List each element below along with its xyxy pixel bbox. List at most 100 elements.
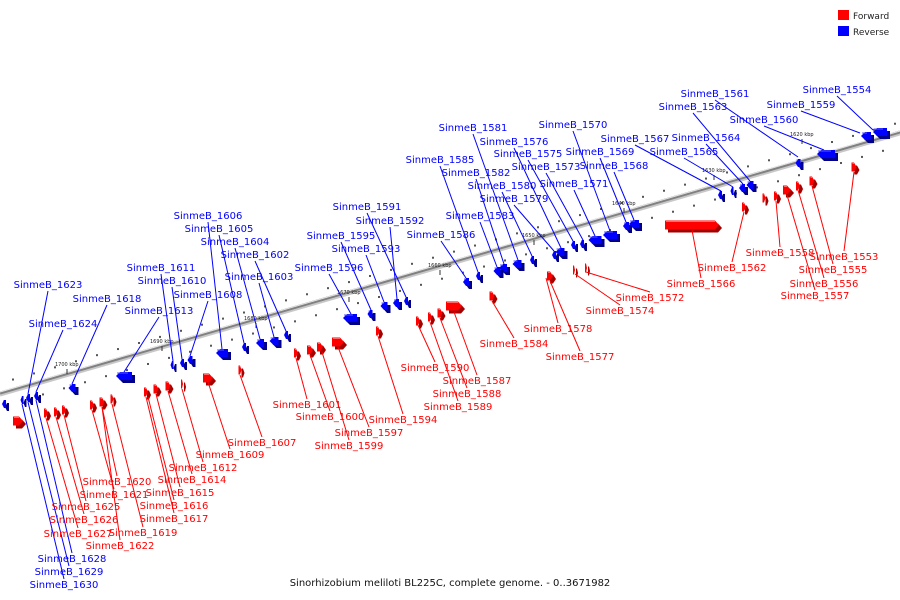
reverse-gene-label[interactable]: SinmeB_1610 <box>138 276 207 287</box>
forward-gene-label[interactable]: SinmeB_1626 <box>50 515 119 526</box>
forward-gene[interactable] <box>851 162 860 175</box>
forward-gene[interactable] <box>110 394 117 407</box>
reverse-gene-label[interactable]: SinmeB_1608 <box>174 290 243 301</box>
forward-gene[interactable] <box>165 381 174 394</box>
reverse-gene-label[interactable]: SinmeB_1611 <box>127 263 196 274</box>
reverse-gene-label[interactable]: SinmeB_1580 <box>468 181 537 192</box>
reverse-gene-label[interactable]: SinmeB_1582 <box>442 168 511 179</box>
reverse-gene-label[interactable]: SinmeB_1586 <box>407 230 476 241</box>
forward-gene-label[interactable]: SinmeB_1578 <box>524 324 593 335</box>
reverse-gene-label[interactable]: SinmeB_1575 <box>494 149 563 160</box>
reverse-gene[interactable] <box>530 256 537 267</box>
forward-gene-label[interactable]: SinmeB_1556 <box>790 279 859 290</box>
forward-gene-label[interactable]: SinmeB_1612 <box>169 463 238 474</box>
reverse-gene-label[interactable]: SinmeB_1567 <box>601 134 670 145</box>
forward-gene[interactable] <box>665 220 722 233</box>
forward-gene-label[interactable]: SinmeB_1553 <box>810 252 879 263</box>
reverse-gene[interactable] <box>552 251 559 262</box>
reverse-gene-label[interactable]: SinmeB_1603 <box>225 272 294 283</box>
reverse-gene[interactable] <box>718 191 725 202</box>
forward-gene[interactable] <box>44 408 51 421</box>
reverse-gene[interactable] <box>873 128 890 139</box>
forward-gene[interactable] <box>144 387 151 400</box>
reverse-gene[interactable] <box>242 343 249 354</box>
reverse-gene[interactable] <box>269 337 282 348</box>
forward-gene-label[interactable]: SinmeB_1615 <box>146 488 215 499</box>
reverse-gene-label[interactable]: SinmeB_1570 <box>539 120 608 131</box>
reverse-gene[interactable] <box>476 272 483 283</box>
reverse-gene[interactable] <box>367 310 376 321</box>
reverse-gene[interactable] <box>216 349 231 360</box>
forward-gene-label[interactable]: SinmeB_1622 <box>86 541 155 552</box>
forward-gene[interactable] <box>153 384 162 397</box>
reverse-gene[interactable] <box>603 231 620 242</box>
forward-gene[interactable] <box>774 191 781 204</box>
reverse-gene[interactable] <box>580 240 587 251</box>
reverse-gene[interactable] <box>284 331 291 342</box>
reverse-gene[interactable] <box>795 159 804 170</box>
reverse-gene-label[interactable]: SinmeB_1629 <box>35 567 104 578</box>
reverse-gene-label[interactable]: SinmeB_1583 <box>446 211 515 222</box>
reverse-gene[interactable] <box>571 241 578 252</box>
forward-gene[interactable] <box>90 400 97 413</box>
forward-gene-label[interactable]: SinmeB_1607 <box>228 438 297 449</box>
forward-gene-label[interactable]: SinmeB_1589 <box>424 402 493 413</box>
reverse-gene-label[interactable]: SinmeB_1571 <box>540 179 609 190</box>
forward-gene[interactable] <box>428 312 435 325</box>
reverse-gene-label[interactable]: SinmeB_1613 <box>125 306 194 317</box>
reverse-gene-label[interactable]: SinmeB_1592 <box>356 216 425 227</box>
reverse-gene[interactable] <box>343 314 360 325</box>
reverse-gene-label[interactable]: SinmeB_1576 <box>480 137 549 148</box>
reverse-gene-label[interactable]: SinmeB_1563 <box>659 102 728 113</box>
forward-gene-label[interactable]: SinmeB_1619 <box>109 528 178 539</box>
forward-gene[interactable] <box>307 345 316 358</box>
reverse-gene-label[interactable]: SinmeB_1602 <box>221 250 290 261</box>
reverse-gene[interactable] <box>2 400 9 411</box>
reverse-gene[interactable] <box>746 181 757 192</box>
forward-gene-label[interactable]: SinmeB_1627 <box>44 529 113 540</box>
forward-gene[interactable] <box>809 176 818 189</box>
forward-gene[interactable] <box>446 301 465 314</box>
forward-gene[interactable] <box>203 373 216 386</box>
forward-gene-label[interactable]: SinmeB_1555 <box>799 265 868 276</box>
reverse-gene-label[interactable]: SinmeB_1573 <box>512 162 581 173</box>
forward-gene[interactable] <box>437 308 446 321</box>
reverse-gene[interactable] <box>20 396 27 407</box>
reverse-gene[interactable] <box>588 236 605 247</box>
reverse-gene[interactable] <box>512 260 525 271</box>
reverse-gene-label[interactable]: SinmeB_1604 <box>201 237 270 248</box>
reverse-gene-label[interactable]: SinmeB_1568 <box>580 161 649 172</box>
forward-gene[interactable] <box>317 342 326 355</box>
forward-gene[interactable] <box>376 326 383 339</box>
forward-gene[interactable] <box>416 316 423 329</box>
reverse-gene[interactable] <box>170 361 177 372</box>
forward-gene-label[interactable]: SinmeB_1609 <box>196 450 265 461</box>
reverse-gene-label[interactable]: SinmeB_1569 <box>566 147 635 158</box>
forward-gene[interactable] <box>294 348 301 361</box>
reverse-gene-label[interactable]: SinmeB_1628 <box>38 554 107 565</box>
reverse-gene-label[interactable]: SinmeB_1593 <box>332 244 401 255</box>
forward-gene-label[interactable]: SinmeB_1587 <box>443 376 512 387</box>
reverse-gene-label[interactable]: SinmeB_1591 <box>333 202 402 213</box>
reverse-gene[interactable] <box>817 150 838 161</box>
reverse-gene-label[interactable]: SinmeB_1624 <box>29 319 98 330</box>
reverse-gene-label[interactable]: SinmeB_1585 <box>406 155 475 166</box>
reverse-gene-label[interactable]: SinmeB_1561 <box>681 89 750 100</box>
reverse-gene[interactable] <box>68 384 79 395</box>
reverse-gene[interactable] <box>116 372 135 383</box>
reverse-gene[interactable] <box>34 392 41 403</box>
reverse-gene-label[interactable]: SinmeB_1605 <box>185 224 254 235</box>
forward-gene-label[interactable]: SinmeB_1562 <box>698 263 767 274</box>
forward-gene-label[interactable]: SinmeB_1594 <box>369 415 438 426</box>
forward-gene[interactable] <box>783 185 794 198</box>
reverse-gene-label[interactable]: SinmeB_1623 <box>14 280 83 291</box>
forward-gene-label[interactable]: SinmeB_1590 <box>401 363 470 374</box>
forward-gene[interactable] <box>796 181 803 194</box>
reverse-gene[interactable] <box>739 184 748 195</box>
reverse-gene[interactable] <box>404 297 411 308</box>
reverse-gene[interactable] <box>730 187 737 198</box>
forward-gene-label[interactable]: SinmeB_1584 <box>480 339 549 350</box>
forward-gene-label[interactable]: SinmeB_1614 <box>158 475 227 486</box>
reverse-gene[interactable] <box>393 299 402 310</box>
reverse-gene-label[interactable]: SinmeB_1554 <box>803 85 872 96</box>
